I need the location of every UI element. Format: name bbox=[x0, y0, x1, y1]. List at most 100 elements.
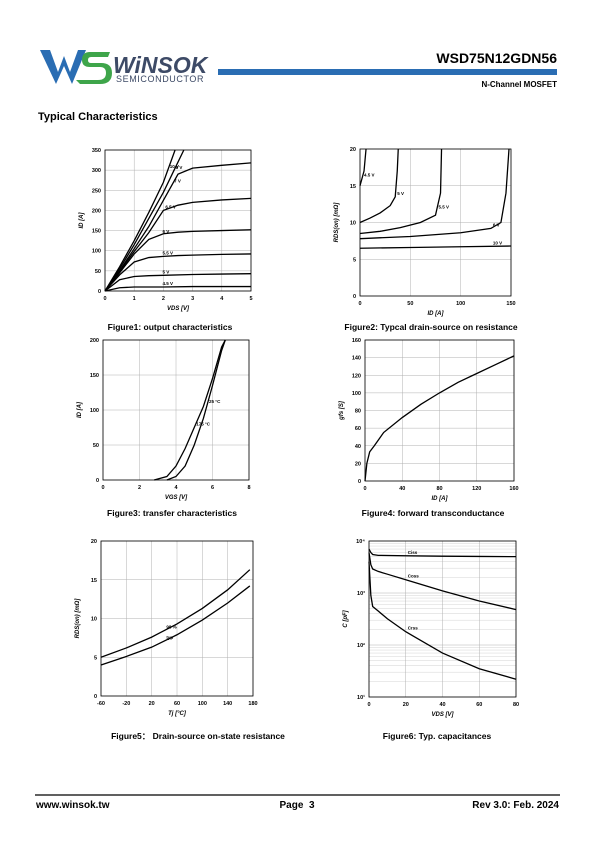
chart: 0 50 100 150 0 5 10 15 20 ID [A] RDS(on) [mΩ] 4.5 V… bbox=[334, 147, 516, 317]
y-tick-label: 50 bbox=[93, 443, 99, 449]
curve bbox=[104, 253, 252, 292]
caption: Figure2: Typcal drain-source on resistan… bbox=[344, 322, 517, 332]
x-axis-label: VGS [V] bbox=[165, 495, 188, 501]
y-tick-label: 0 bbox=[353, 294, 356, 300]
curve bbox=[368, 561, 517, 680]
series-label: typ bbox=[166, 635, 173, 640]
y-tick-label: 140 bbox=[352, 356, 361, 362]
plot-frame bbox=[368, 540, 517, 698]
chart: -60 -20 20 60 100 140 180 0 5 10 15 20 Tj [°C] RDS(on… bbox=[75, 539, 258, 717]
y-tick-label: 40 bbox=[355, 444, 361, 450]
y-tick-label: 150 bbox=[92, 229, 101, 235]
logo-sub: SEMICONDUCTOR bbox=[116, 74, 204, 84]
plot-frame bbox=[364, 339, 515, 482]
y-tick-label: 80 bbox=[355, 409, 361, 415]
x-tick-label: 8 bbox=[247, 485, 250, 491]
series-label: 10 V bbox=[493, 240, 502, 245]
x-tick-label: 0 bbox=[367, 702, 370, 708]
y-tick-label: 0 bbox=[98, 289, 101, 295]
series-label: 5 V bbox=[397, 191, 404, 196]
plot-frame bbox=[100, 540, 254, 697]
y-tick-label: 300 bbox=[92, 168, 101, 174]
series-label: 175 °C bbox=[196, 422, 211, 427]
y-tick-label: 100 bbox=[90, 408, 99, 414]
x-tick-label: 80 bbox=[513, 702, 519, 708]
x-tick-label: 180 bbox=[248, 701, 257, 707]
y-tick-label: 10¹ bbox=[357, 694, 365, 701]
curve bbox=[359, 148, 399, 224]
x-tick-label: 0 bbox=[101, 485, 104, 491]
y-axis-label: ID [A] bbox=[77, 401, 83, 418]
caption: Figure3: transfer characteristics bbox=[107, 508, 237, 518]
x-tick-label: 40 bbox=[399, 486, 405, 492]
x-tick-label: 4 bbox=[220, 296, 224, 302]
series-label: 5.5 V bbox=[439, 205, 450, 210]
y-tick-label: 10² bbox=[357, 642, 365, 649]
series-label: 6 V bbox=[493, 222, 500, 227]
x-tick-label: 20 bbox=[403, 702, 409, 708]
x-tick-label: 3 bbox=[191, 296, 194, 302]
footer-revision: Rev 3.0: Feb. 2024 bbox=[472, 800, 559, 811]
y-tick-label: 60 bbox=[355, 426, 361, 432]
y-tick-label: 20 bbox=[91, 539, 97, 545]
y-tick-label: 0 bbox=[96, 478, 99, 484]
y-tick-label: 100 bbox=[352, 391, 361, 397]
curve bbox=[104, 149, 176, 292]
footer-page: Page 3 bbox=[279, 800, 314, 811]
series-label: 7 V bbox=[174, 179, 181, 184]
x-tick-label: 140 bbox=[223, 701, 232, 707]
y-tick-label: 250 bbox=[92, 188, 101, 194]
x-tick-label: 2 bbox=[162, 296, 165, 302]
y-tick-label: 20 bbox=[350, 147, 356, 153]
caption: Figure6: Typ. capacitances bbox=[383, 731, 492, 741]
series-label: 5.5 V bbox=[162, 251, 173, 256]
part-number: WSD75N12GDN56 bbox=[436, 50, 557, 66]
curve bbox=[104, 273, 252, 292]
series-label: Crss bbox=[408, 626, 419, 631]
curve bbox=[104, 162, 252, 292]
caption: Figure4: forward transconductance bbox=[362, 508, 505, 518]
logo-main: WiNSOK bbox=[113, 52, 209, 78]
x-tick-label: 100 bbox=[456, 301, 465, 307]
curve bbox=[359, 148, 367, 186]
curve bbox=[359, 148, 510, 240]
y-tick-label: 50 bbox=[95, 269, 101, 275]
footer-website: www.winsok.tw bbox=[35, 800, 110, 811]
header-bar bbox=[218, 69, 557, 75]
series-label: 98 % bbox=[166, 625, 176, 630]
y-tick-label: 10 bbox=[350, 221, 356, 227]
y-tick-label: 10³ bbox=[357, 590, 365, 597]
x-tick-label: 40 bbox=[439, 702, 445, 708]
x-tick-label: -20 bbox=[122, 701, 130, 707]
y-tick-label: 100 bbox=[92, 249, 101, 255]
curve bbox=[104, 197, 252, 292]
x-tick-label: 20 bbox=[149, 701, 155, 707]
curve bbox=[100, 585, 251, 666]
caption: Figure5： Drain-source on-state resistanc… bbox=[111, 731, 285, 741]
y-axis-label: gfs [S] bbox=[339, 400, 345, 421]
x-axis-label: ID [A] bbox=[428, 311, 445, 317]
y-tick-label: 150 bbox=[90, 373, 99, 379]
y-tick-label: 15 bbox=[350, 184, 356, 190]
x-tick-label: 6 bbox=[211, 485, 214, 491]
x-tick-label: 0 bbox=[358, 301, 361, 307]
logo-mark bbox=[40, 50, 112, 84]
series-label: Ciss bbox=[408, 550, 418, 555]
y-axis-label: ID [A] bbox=[79, 212, 85, 229]
y-tick-label: 5 bbox=[94, 655, 97, 661]
y-tick-label: 200 bbox=[92, 208, 101, 214]
x-tick-label: 150 bbox=[506, 301, 515, 307]
x-axis-label: VDS [V] bbox=[167, 306, 190, 312]
y-tick-label: 0 bbox=[358, 479, 361, 485]
y-tick-label: 0 bbox=[94, 694, 97, 700]
x-tick-label: 0 bbox=[363, 486, 366, 492]
x-tick-label: 0 bbox=[103, 296, 106, 302]
series-label: 25 °C bbox=[209, 399, 221, 404]
x-tick-label: 50 bbox=[407, 301, 413, 307]
curve bbox=[166, 339, 226, 481]
curve bbox=[359, 148, 443, 235]
x-axis-label: Tj [°C] bbox=[168, 711, 187, 717]
